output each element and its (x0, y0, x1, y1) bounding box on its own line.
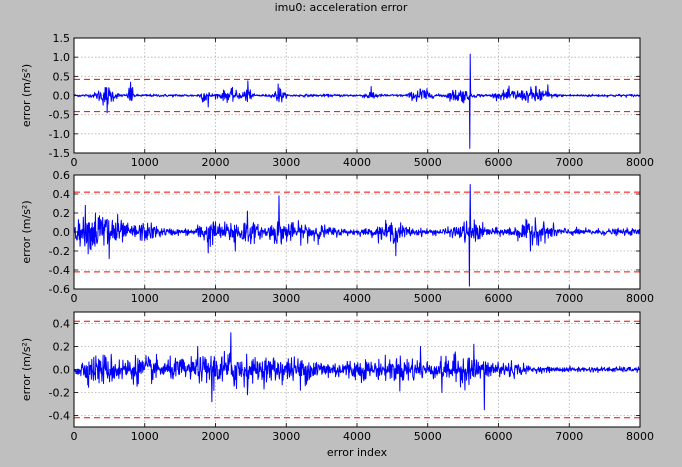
y-tick-label: -1.0 (49, 128, 70, 141)
y-tick-label: 0.0 (53, 364, 71, 377)
x-axis-label: error index (327, 446, 388, 459)
x-tick-label: 5000 (414, 156, 442, 169)
x-tick-label: 6000 (485, 430, 513, 443)
y-tick-label: 1.0 (53, 51, 71, 64)
y-tick-label: 0.4 (53, 318, 71, 331)
panel-3: 0 1000 2000 3000 4000 5000 6000 7000 8000 -0.4 -0.… (20, 311, 654, 443)
x-tick-label: 0 (71, 430, 78, 443)
y-tick-label: -0.2 (49, 245, 70, 258)
x-tick-label: 5000 (414, 430, 442, 443)
y-axis-label: error (m/s²) (20, 338, 33, 401)
x-tick-label: 8000 (626, 156, 654, 169)
axes-frame (73, 37, 641, 154)
series-line-2 (73, 184, 641, 287)
x-tick-label: 1000 (131, 430, 159, 443)
y-tick-label: -0.6 (49, 283, 70, 296)
x-tick-label: 5000 (414, 292, 442, 305)
series-line-1 (73, 53, 641, 149)
x-tick-label: 8000 (626, 292, 654, 305)
y-tick-label: 0.4 (53, 188, 71, 201)
x-tick-label: 0 (71, 156, 78, 169)
x-tick-label: 4000 (343, 292, 371, 305)
x-tick-label: 3000 (272, 430, 300, 443)
y-tick-label: -0.2 (49, 387, 70, 400)
x-tick-label: 7000 (555, 430, 583, 443)
x-tick-label: 7000 (555, 292, 583, 305)
x-tick-label: 6000 (485, 292, 513, 305)
panel-1: 0 1000 2000 3000 4000 5000 6000 7000 8000 -1.5 -1.… (20, 32, 654, 169)
y-tick-label: 1.5 (53, 32, 71, 45)
y-tick-label: 0.0 (53, 90, 71, 103)
x-tick-label: 1000 (131, 292, 159, 305)
axes-frame (73, 174, 641, 290)
y-tick-label: 0.0 (53, 226, 71, 239)
x-tick-label: 0 (71, 292, 78, 305)
y-tick-label: -0.4 (49, 264, 70, 277)
x-tick-label: 1000 (131, 156, 159, 169)
y-tick-label: 0.2 (53, 341, 71, 354)
y-tick-label: 0.5 (53, 70, 71, 83)
series-line-3 (73, 332, 641, 411)
y-tick-label: 0.6 (53, 169, 71, 182)
x-tick-label: 4000 (343, 430, 371, 443)
y-tick-label: -0.5 (49, 109, 70, 122)
x-tick-label: 2000 (202, 156, 230, 169)
y-tick-label: -1.5 (49, 147, 70, 160)
x-tick-label: 7000 (555, 156, 583, 169)
x-tick-label: 2000 (202, 430, 230, 443)
y-axis-label: error (m/s²) (20, 64, 33, 127)
panel-2: 0 1000 2000 3000 4000 5000 6000 7000 8000 -0.6 -0.… (20, 169, 654, 305)
x-tick-label: 2000 (202, 292, 230, 305)
axes-frame (73, 311, 641, 428)
x-tick-label: 3000 (272, 156, 300, 169)
x-tick-label: 4000 (343, 156, 371, 169)
x-tick-label: 3000 (272, 292, 300, 305)
chart-title: imu0: acceleration error (275, 1, 408, 14)
x-tick-label: 8000 (626, 430, 654, 443)
y-tick-label: 0.2 (53, 207, 71, 220)
x-tick-label: 6000 (485, 156, 513, 169)
y-axis-label: error (m/s²) (20, 200, 33, 263)
y-tick-label: -0.4 (49, 410, 70, 423)
